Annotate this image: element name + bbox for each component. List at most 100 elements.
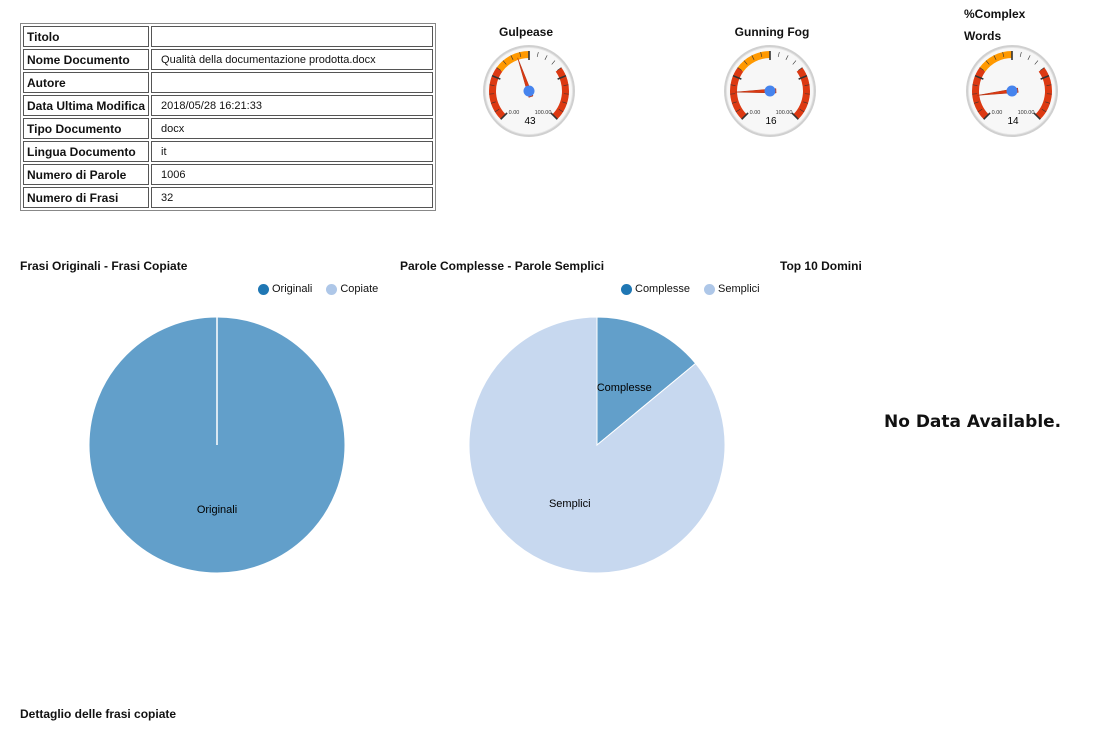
gauge-tick [974, 74, 984, 80]
gauge-tick [760, 52, 763, 58]
gauge-tick [732, 74, 742, 80]
gauge-tick [751, 55, 755, 60]
gauge-title-gunning-fog: Gunning Fog [734, 25, 810, 39]
gauge-tick [510, 55, 514, 60]
gauge-red-band [1035, 67, 1052, 120]
gauge-red-band [793, 67, 810, 120]
row-label: Data Ultima Modifica [23, 95, 150, 116]
legend-item-originali[interactable]: Originali [258, 283, 312, 295]
legend-label: Copiate [340, 283, 379, 295]
gauge-tick [1045, 101, 1051, 104]
row-label: Numero di Parole [23, 164, 150, 185]
table-row: Lingua Documento it [23, 141, 433, 162]
row-value [151, 72, 433, 93]
legend-dot [258, 283, 269, 295]
legend-dot [621, 283, 632, 295]
gauge-tick [490, 101, 496, 104]
table-row: Numero di Frasi 32 [23, 187, 433, 208]
gauge-tick [1019, 52, 1022, 58]
legend-label: Complesse [635, 283, 691, 295]
row-value: 1006 [151, 164, 433, 185]
gauge-tick [985, 60, 990, 65]
row-label: Titolo [23, 26, 150, 47]
gauge-min-label: 0.00 [992, 110, 1003, 116]
gauge-tick [1034, 60, 1039, 65]
gauge-red-band [552, 67, 569, 120]
table-row: Nome Documento Qualità della documentazio… [23, 49, 433, 70]
row-label: Numero di Frasi [23, 187, 150, 208]
gauge-tick [730, 84, 736, 86]
table-row: Autore [23, 72, 433, 93]
gauge-min-label: 0.00 [509, 110, 520, 116]
gauge-tick [557, 67, 562, 71]
pie-slice [468, 316, 726, 574]
gauge-tick [557, 74, 567, 80]
gauge-title-gulpease: Gulpease [498, 25, 554, 39]
legend-item-copiate[interactable]: Copiate [326, 283, 378, 295]
legend-label: Originali [272, 283, 313, 295]
pie-slice-label: Complesse [597, 382, 652, 394]
gauge-tick [562, 101, 568, 104]
gauge-tick [731, 101, 737, 104]
gauge-tick [785, 55, 789, 60]
table-row: Tipo Documento docx [23, 118, 433, 139]
gauge-tick [536, 52, 539, 58]
no-data-message: No Data Available. [884, 412, 1062, 432]
gauge-red-band [730, 67, 747, 120]
gauge-value-label: 14 [1007, 116, 1019, 127]
gauge-tick [1027, 55, 1031, 60]
gauge-title-line2: Words [964, 29, 1002, 43]
row-label: Lingua Documento [23, 141, 150, 162]
gauge-tick [1040, 74, 1050, 80]
gauge-tick [1040, 67, 1045, 71]
parole-chart-title: Parole Complesse - Parole Semplici [400, 259, 605, 273]
gauge-tick [496, 67, 501, 71]
frasi-legend: Originali Copiate [244, 283, 378, 295]
pie-slice-label: Originali [197, 504, 237, 516]
gauge-tick [1002, 52, 1005, 58]
gauge-tick [502, 60, 507, 65]
gauge-tick [979, 67, 984, 71]
gauge-tick [799, 109, 805, 113]
gauge-tick [777, 52, 780, 58]
gauge-hub [1006, 85, 1018, 97]
legend-item-semplici[interactable]: Semplici [704, 283, 760, 295]
legend-label: Semplici [718, 283, 760, 295]
gauge-tick [973, 101, 979, 104]
gauge-max-label: 100.00 [776, 110, 793, 116]
table-row: Titolo [23, 26, 433, 47]
parole-pie-chart: Complesse Semplici [468, 316, 726, 574]
gauge-tick [489, 84, 495, 86]
gauge-tick [993, 55, 997, 60]
gauge-title-line1: %Complex [964, 7, 1026, 21]
dettaglio-title: Dettaglio delle frasi copiate [20, 707, 177, 721]
gauge-tick [563, 84, 569, 86]
document-info-table: Titolo Nome Documento Qualità della docum… [20, 23, 436, 211]
row-label: Tipo Documento [23, 118, 150, 139]
row-label: Autore [23, 72, 150, 93]
gauge-tick [500, 112, 508, 120]
pie-slice-label: Semplici [549, 498, 591, 510]
gauge-tick [494, 109, 500, 113]
gauge-title-complex-words: %Complex Words [964, 3, 1025, 47]
legend-dot [704, 283, 716, 295]
gauge-tick [491, 74, 501, 80]
gauge-tick [983, 112, 991, 120]
gauge-tick [803, 101, 809, 104]
row-value: 2018/05/28 16:21:33 [151, 95, 433, 116]
gauge-tick [544, 55, 548, 60]
gauge-max-label: 100.00 [535, 110, 552, 116]
gauge-tick [558, 109, 564, 113]
gauge-hub [764, 85, 776, 97]
frasi-chart-title: Frasi Originali - Frasi Copiate [20, 259, 188, 273]
gauge-tick [798, 67, 803, 71]
legend-item-complesse[interactable]: Complesse [621, 283, 690, 295]
gauge-tick [550, 112, 558, 120]
gauge-tick [804, 84, 810, 86]
gauge-tick [972, 84, 978, 86]
legend-dot [326, 283, 338, 295]
gauge-tick [792, 60, 797, 65]
